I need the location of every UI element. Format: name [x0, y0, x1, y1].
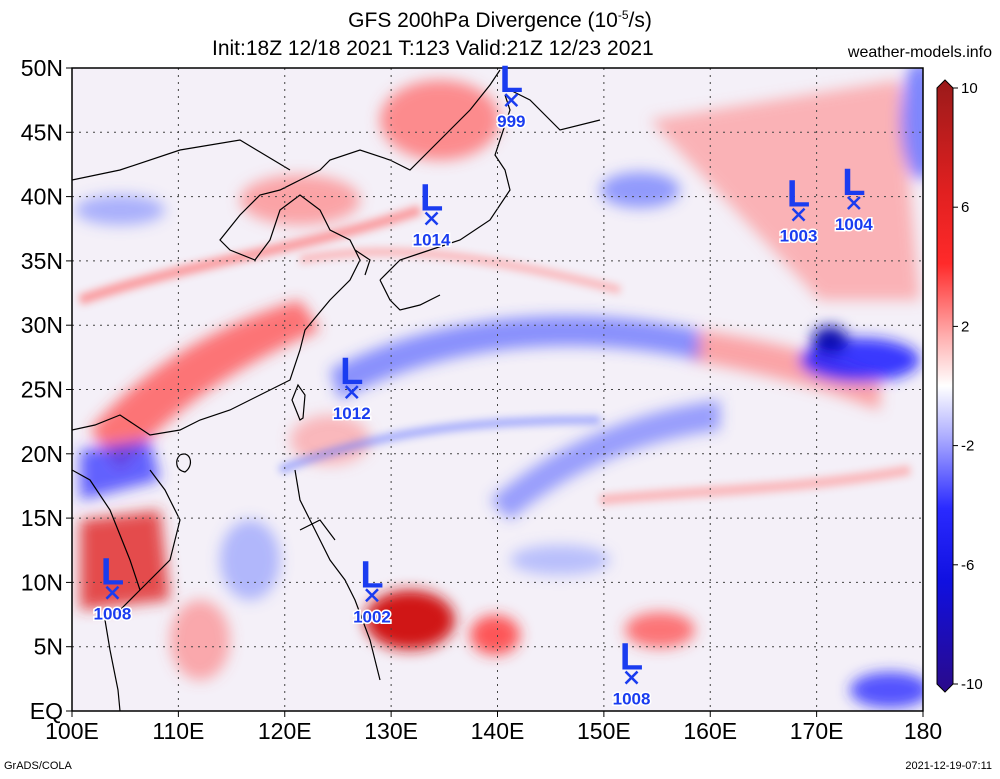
low-marker: L 999	[496, 59, 527, 132]
colorbar-tick-label: -6	[961, 557, 974, 574]
low-symbol: L	[500, 59, 523, 101]
low-center-cross	[105, 585, 120, 600]
low-pressure-value: 1004	[835, 215, 873, 234]
colorbar-tick-label: 6	[961, 199, 969, 216]
chart-subtitle: Init:18Z 12/18 2021 T:123 Valid:21Z 12/2…	[212, 37, 654, 60]
low-symbol: L	[420, 177, 443, 219]
low-marker: L 1008	[611, 637, 652, 711]
colorbar-tick-label: -2	[961, 438, 974, 455]
coastlines	[72, 69, 601, 711]
low-center-cross	[344, 385, 359, 399]
x-tick-label: 170E	[790, 718, 844, 744]
colorbar-tick-label: -10	[961, 676, 983, 693]
y-tick-label: 10N	[21, 569, 63, 595]
x-tick-label: 180	[904, 718, 942, 744]
low-pressure-value: 1014	[413, 230, 451, 249]
low-pressure-markers: L 999 L 1014 L 1003 L 1004 L 1012 L 1008 L 1002 L 1008	[92, 59, 875, 711]
x-axis-ticks: 100E 110E 120E 130E 140E 150E 160E 170E 180	[45, 711, 942, 744]
y-tick-label: 40N	[21, 184, 63, 210]
low-symbol: L	[340, 351, 363, 393]
low-symbol: L	[101, 552, 124, 594]
chart-title: GFS 200hPa Divergence (10-5/s)	[348, 8, 652, 32]
low-pressure-value: 1002	[353, 607, 391, 626]
y-tick-label: 50N	[21, 55, 63, 81]
low-pressure-value: 1008	[94, 605, 132, 624]
footer-software: GrADS/COLA	[4, 760, 72, 772]
low-symbol: L	[842, 162, 865, 204]
low-symbol: L	[787, 174, 810, 216]
low-marker: L 1008	[92, 552, 133, 626]
x-tick-label: 120E	[258, 718, 312, 744]
y-tick-label: 25N	[21, 377, 63, 403]
x-tick-label: 150E	[577, 718, 631, 744]
low-marker: L 1002	[352, 554, 393, 628]
low-pressure-value: 1008	[613, 690, 651, 709]
low-pressure-value: 1003	[780, 227, 818, 246]
low-center-cross	[624, 670, 639, 685]
y-tick-label: 30N	[21, 312, 63, 338]
footer-timestamp: 2021-12-19-07:11	[905, 760, 992, 772]
colorbar: 10 6 2 -2 -6 -10	[936, 79, 983, 693]
colorbar-tick-label: 2	[961, 318, 969, 335]
x-tick-label: 100E	[45, 718, 99, 744]
divergence-field	[72, 68, 923, 711]
low-symbol: L	[360, 554, 383, 596]
low-marker: L 1004	[833, 162, 874, 236]
x-tick-label: 110E	[152, 718, 204, 744]
y-tick-label: 35N	[21, 248, 63, 274]
low-pressure-value: 999	[497, 112, 525, 131]
low-symbol: L	[620, 637, 643, 679]
y-axis-ticks: EQ 5N 10N 15N 20N 25N 30N 35N 40N 45N 50N	[21, 55, 72, 724]
map-grid	[72, 68, 923, 711]
low-center-cross	[846, 196, 861, 210]
colorbar-tick-label: 10	[961, 80, 978, 97]
y-tick-label: 5N	[34, 634, 63, 660]
low-marker: L 1003	[778, 174, 819, 248]
x-tick-label: 160E	[683, 718, 737, 744]
x-tick-label: 130E	[364, 718, 418, 744]
low-center-cross	[504, 93, 519, 108]
site-credit: weather-models.info	[847, 44, 992, 61]
low-center-cross	[424, 211, 439, 226]
y-tick-label: EQ	[30, 698, 63, 724]
low-center-cross	[365, 588, 379, 603]
low-pressure-value: 1012	[333, 404, 371, 423]
y-tick-label: 45N	[21, 119, 63, 145]
low-center-cross	[791, 207, 806, 222]
y-tick-label: 20N	[21, 441, 63, 467]
low-marker: L 1014	[411, 177, 452, 251]
y-tick-label: 15N	[21, 505, 63, 531]
x-tick-label: 140E	[471, 718, 525, 744]
map-figure: 100E 110E 120E 130E 140E 150E 160E 170E 180 EQ 5N…	[21, 55, 983, 744]
low-marker: L 1012	[331, 351, 372, 425]
